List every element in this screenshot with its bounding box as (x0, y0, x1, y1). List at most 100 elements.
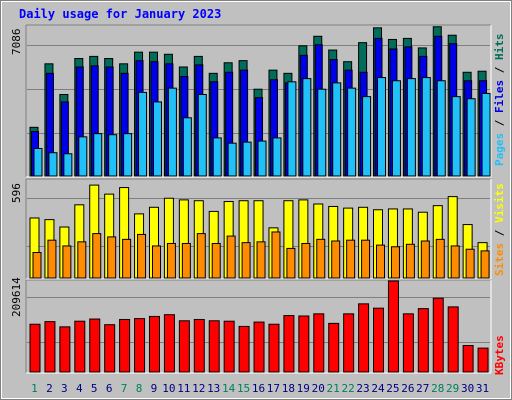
pages-bar (406, 78, 416, 177)
sites-bar (226, 235, 236, 279)
pages-bar (451, 96, 461, 177)
sites-bar (196, 233, 206, 279)
pages-bar-body (481, 92, 491, 177)
kbytes-bar-body (447, 306, 459, 373)
sites-bar (420, 240, 430, 279)
pages-bar (317, 88, 327, 177)
kbytes-bar (29, 323, 41, 373)
kbytes-bar-body (268, 323, 280, 373)
sites-bar (361, 239, 371, 279)
pages-bar-body (138, 91, 148, 177)
kbytes-bar (59, 326, 71, 373)
kbytes-bar-body (193, 318, 205, 373)
sites-bar (450, 245, 460, 279)
x-tick-label: 28 (431, 382, 444, 395)
sites-bar-body (211, 242, 221, 279)
sites-bar (32, 252, 42, 279)
sites-bar (376, 244, 386, 279)
x-tick-label: 7 (121, 382, 128, 395)
kbytes-bar (373, 307, 385, 373)
legend-hits: Hits (493, 34, 506, 61)
sites-bar-body (301, 242, 311, 279)
sites-bar-body (47, 239, 57, 279)
pages-bar-body (63, 153, 73, 177)
kbytes-bar (387, 280, 399, 373)
x-tick-label: 20 (312, 382, 325, 395)
sites-bar-body (435, 238, 445, 279)
pages-bar (391, 80, 401, 177)
sites-bar (122, 238, 132, 279)
kbytes-bar (89, 318, 101, 373)
x-tick-label: 9 (151, 382, 158, 395)
x-tick-label: 6 (106, 382, 113, 395)
x-tick-label: 26 (401, 382, 414, 395)
pages-bar (123, 133, 133, 177)
legend-sep-3: / (493, 223, 506, 243)
sites-bar-body (32, 252, 42, 279)
pages-bar (197, 94, 207, 177)
sites-bar-body (376, 244, 386, 279)
kbytes-bar-body (59, 326, 71, 373)
kbytes-bar-body (44, 321, 56, 373)
pages-bar (63, 153, 73, 177)
x-tick-label: 12 (192, 382, 205, 395)
kbytes-bar (74, 320, 86, 373)
pages-bar (362, 96, 372, 177)
pages-bar (152, 101, 162, 177)
kbytes-bar-body (432, 297, 444, 373)
kbytes-bar (283, 315, 295, 373)
pages-bar (421, 77, 431, 177)
pages-bar-body (48, 152, 58, 177)
kbytes-bar-body (283, 315, 295, 373)
kbytes-bar (238, 325, 250, 373)
kbytes-bar-body (402, 313, 414, 373)
side-legend-panel-1: Pages / Files / Hits (493, 34, 506, 167)
sites-bar (301, 242, 311, 279)
legend-sep-2: / (493, 60, 506, 80)
kbytes-bar-body (358, 303, 370, 373)
legend-visits: Visits (493, 183, 506, 223)
kbytes-bar-body (343, 313, 355, 373)
kbytes-bar-body (373, 307, 385, 373)
sites-bar (107, 236, 117, 279)
sites-bar (241, 242, 251, 279)
pages-bar (93, 133, 103, 177)
pages-bar-body (317, 88, 327, 177)
sites-bar (137, 233, 147, 279)
sites-bar (211, 242, 221, 279)
kbytes-bar-body (253, 321, 265, 373)
pages-bar-body (302, 78, 312, 177)
x-axis-labels: 1 2 3 4 5 6 7 8 9 10 11 12 13 14 15 16 17 18 19 20 21 22 23 24 2… (31, 382, 489, 395)
x-tick-label: 3 (61, 382, 68, 395)
pages-bar (78, 136, 88, 177)
sites-bar-body (92, 233, 102, 279)
pages-bar-body (93, 133, 103, 177)
pages-bar (48, 152, 58, 177)
pages-bar (167, 87, 177, 177)
kbytes-bar (343, 313, 355, 373)
pages-bar (347, 87, 357, 177)
x-tick-label: 8 (136, 382, 143, 395)
x-tick-label: 31 (476, 382, 489, 395)
x-tick-label: 13 (207, 382, 220, 395)
x-tick-label: 16 (252, 382, 265, 395)
pages-bar-body (362, 96, 372, 177)
pages-bar-body (451, 96, 461, 177)
kbytes-bar (104, 324, 116, 373)
x-tick-label: 30 (461, 382, 474, 395)
y-tick-label-kbytes: 209614 (10, 277, 23, 317)
pages-bar (302, 78, 312, 177)
kbytes-bar (208, 320, 220, 373)
legend-files: Files (493, 80, 506, 113)
sites-bar (480, 250, 490, 279)
side-legend-panel-2: Sites / Visits (493, 183, 506, 276)
pages-bar-body (212, 137, 222, 177)
kbytes-bar-body (89, 318, 101, 373)
kbytes-bar-body (313, 313, 325, 373)
pages-bar (436, 80, 446, 177)
x-tick-label: 17 (267, 382, 280, 395)
sites-bar-body (122, 238, 132, 279)
x-tick-label: 19 (297, 382, 310, 395)
sites-bar (151, 245, 161, 279)
